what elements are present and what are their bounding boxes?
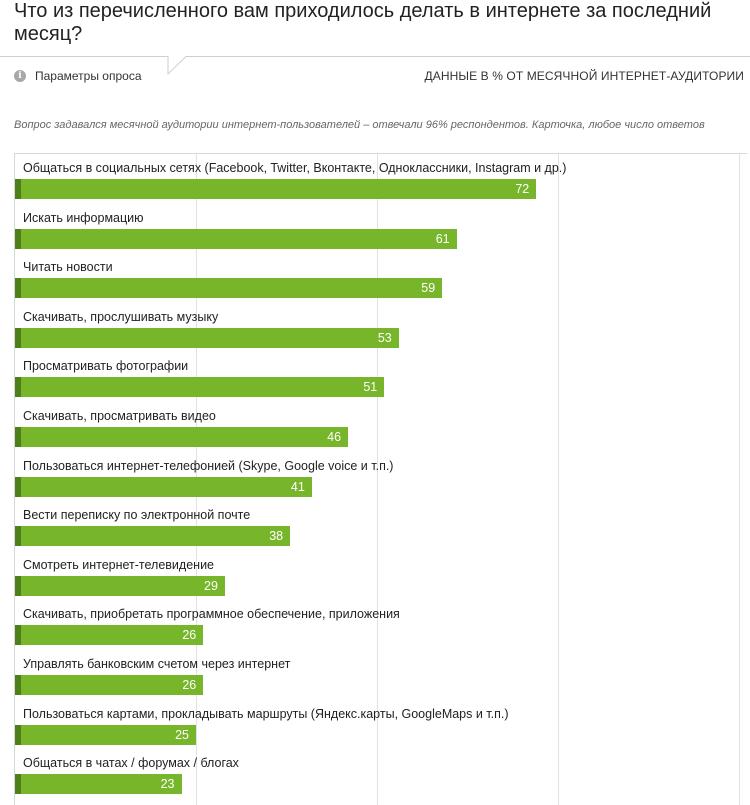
chart-row: Пользоваться интернет-телефонией (Skype,… [15,452,747,502]
bar-accent [15,228,21,249]
bar-value-label: 38 [269,529,284,544]
survey-note: Вопрос задавался месячной аудитории инте… [14,119,705,131]
category-label: Вести переписку по электронной почте [23,508,251,523]
chart-row: Искать информацию 61 [15,204,747,254]
category-label: Общаться в социальных сетях (Facebook, T… [23,161,567,175]
bar-accent [15,575,21,596]
info-icon: i [14,70,26,82]
chart-row: Смотреть интернет-телевидение 29 [15,551,747,601]
category-label: Смотреть интернет-телевидение [23,557,214,572]
bar-value-label: 41 [290,479,305,494]
bar-accent [15,625,21,646]
bar-accent [15,724,21,745]
bar [15,724,196,745]
bar [15,575,225,596]
category-label: Просматривать фотографии [23,359,189,374]
category-label: Скачивать, прослушивать музыку [23,309,219,324]
chart-row: Просматривать фотографии 51 [15,352,747,402]
bar [15,179,537,199]
bar-accent [15,526,21,547]
chart-row: Пользоваться картами, прокладывать маршр… [15,700,747,750]
category-label: Искать информацию [23,210,144,225]
chart-row: Вести переписку по электронной почте 38 [15,501,747,551]
chart-row: Управлять банковским счетом через интерн… [15,650,747,700]
chart-row: Общаться в чатах / форумах / блогах 23 [15,749,747,799]
gridline [739,154,740,805]
bar [15,526,291,547]
category-label: Пользоваться интернет-телефонией (Skype,… [23,458,394,473]
gridline [558,154,559,805]
bar [15,327,399,348]
bar-value-label: 51 [363,380,378,395]
bar-value-label: 29 [204,578,218,593]
bar-accent [15,774,21,795]
bar-value-label: 25 [175,727,189,742]
survey-params-label: Параметры опроса [35,69,142,83]
bar [15,278,443,299]
bar-value-label: 72 [515,182,530,196]
bar [15,228,457,249]
category-label: Управлять банковским счетом через интерн… [23,657,291,671]
bar-accent [15,278,21,299]
survey-params-button[interactable]: i Параметры опроса [14,69,142,83]
bar-value-label: 61 [435,231,450,246]
bar-value-label: 26 [182,628,197,643]
page-title: Что из перечисленного вам приходилось де… [14,0,712,45]
bar-value-label: 23 [160,777,175,792]
chart-row: Скачивать, просматривать видео 46 [15,402,747,452]
bar-value-label: 53 [377,330,392,345]
bar-value-label: 59 [421,281,436,296]
category-label: Пользоваться картами, прокладывать маршр… [23,706,509,721]
bar-chart: Общаться в социальных сетях (Facebook, T… [14,153,747,805]
bar [15,675,204,695]
bar-accent [15,675,21,695]
bar-accent [15,427,21,447]
category-label: Общаться в чатах / форумах / блогах [23,756,239,771]
gridline [377,154,378,805]
bar-accent [15,476,21,497]
bar-accent [15,327,21,348]
bar [15,625,204,646]
category-label: Скачивать, просматривать видео [23,409,216,423]
bar-accent [15,377,21,398]
chart-row: Читать новости 59 [15,253,747,303]
bar-value-label: 26 [182,678,197,692]
bar [15,774,182,795]
category-label: Скачивать, приобретать программное обесп… [23,607,400,622]
chart-row: Общаться в социальных сетях (Facebook, T… [15,154,747,204]
bar [15,427,349,447]
bar-accent [15,179,21,199]
bar [15,476,312,497]
units-label: ДАННЫЕ В % ОТ МЕСЯЧНОЙ ИНТЕРНЕТ-АУДИТОРИ… [424,69,744,83]
category-label: Читать новости [23,260,113,275]
chart-row: Скачивать, прослушивать музыку 53 [15,303,747,353]
chart-row: Скачивать, приобретать программное обесп… [15,600,747,650]
bar-value-label: 46 [327,430,342,444]
bar [15,377,385,398]
